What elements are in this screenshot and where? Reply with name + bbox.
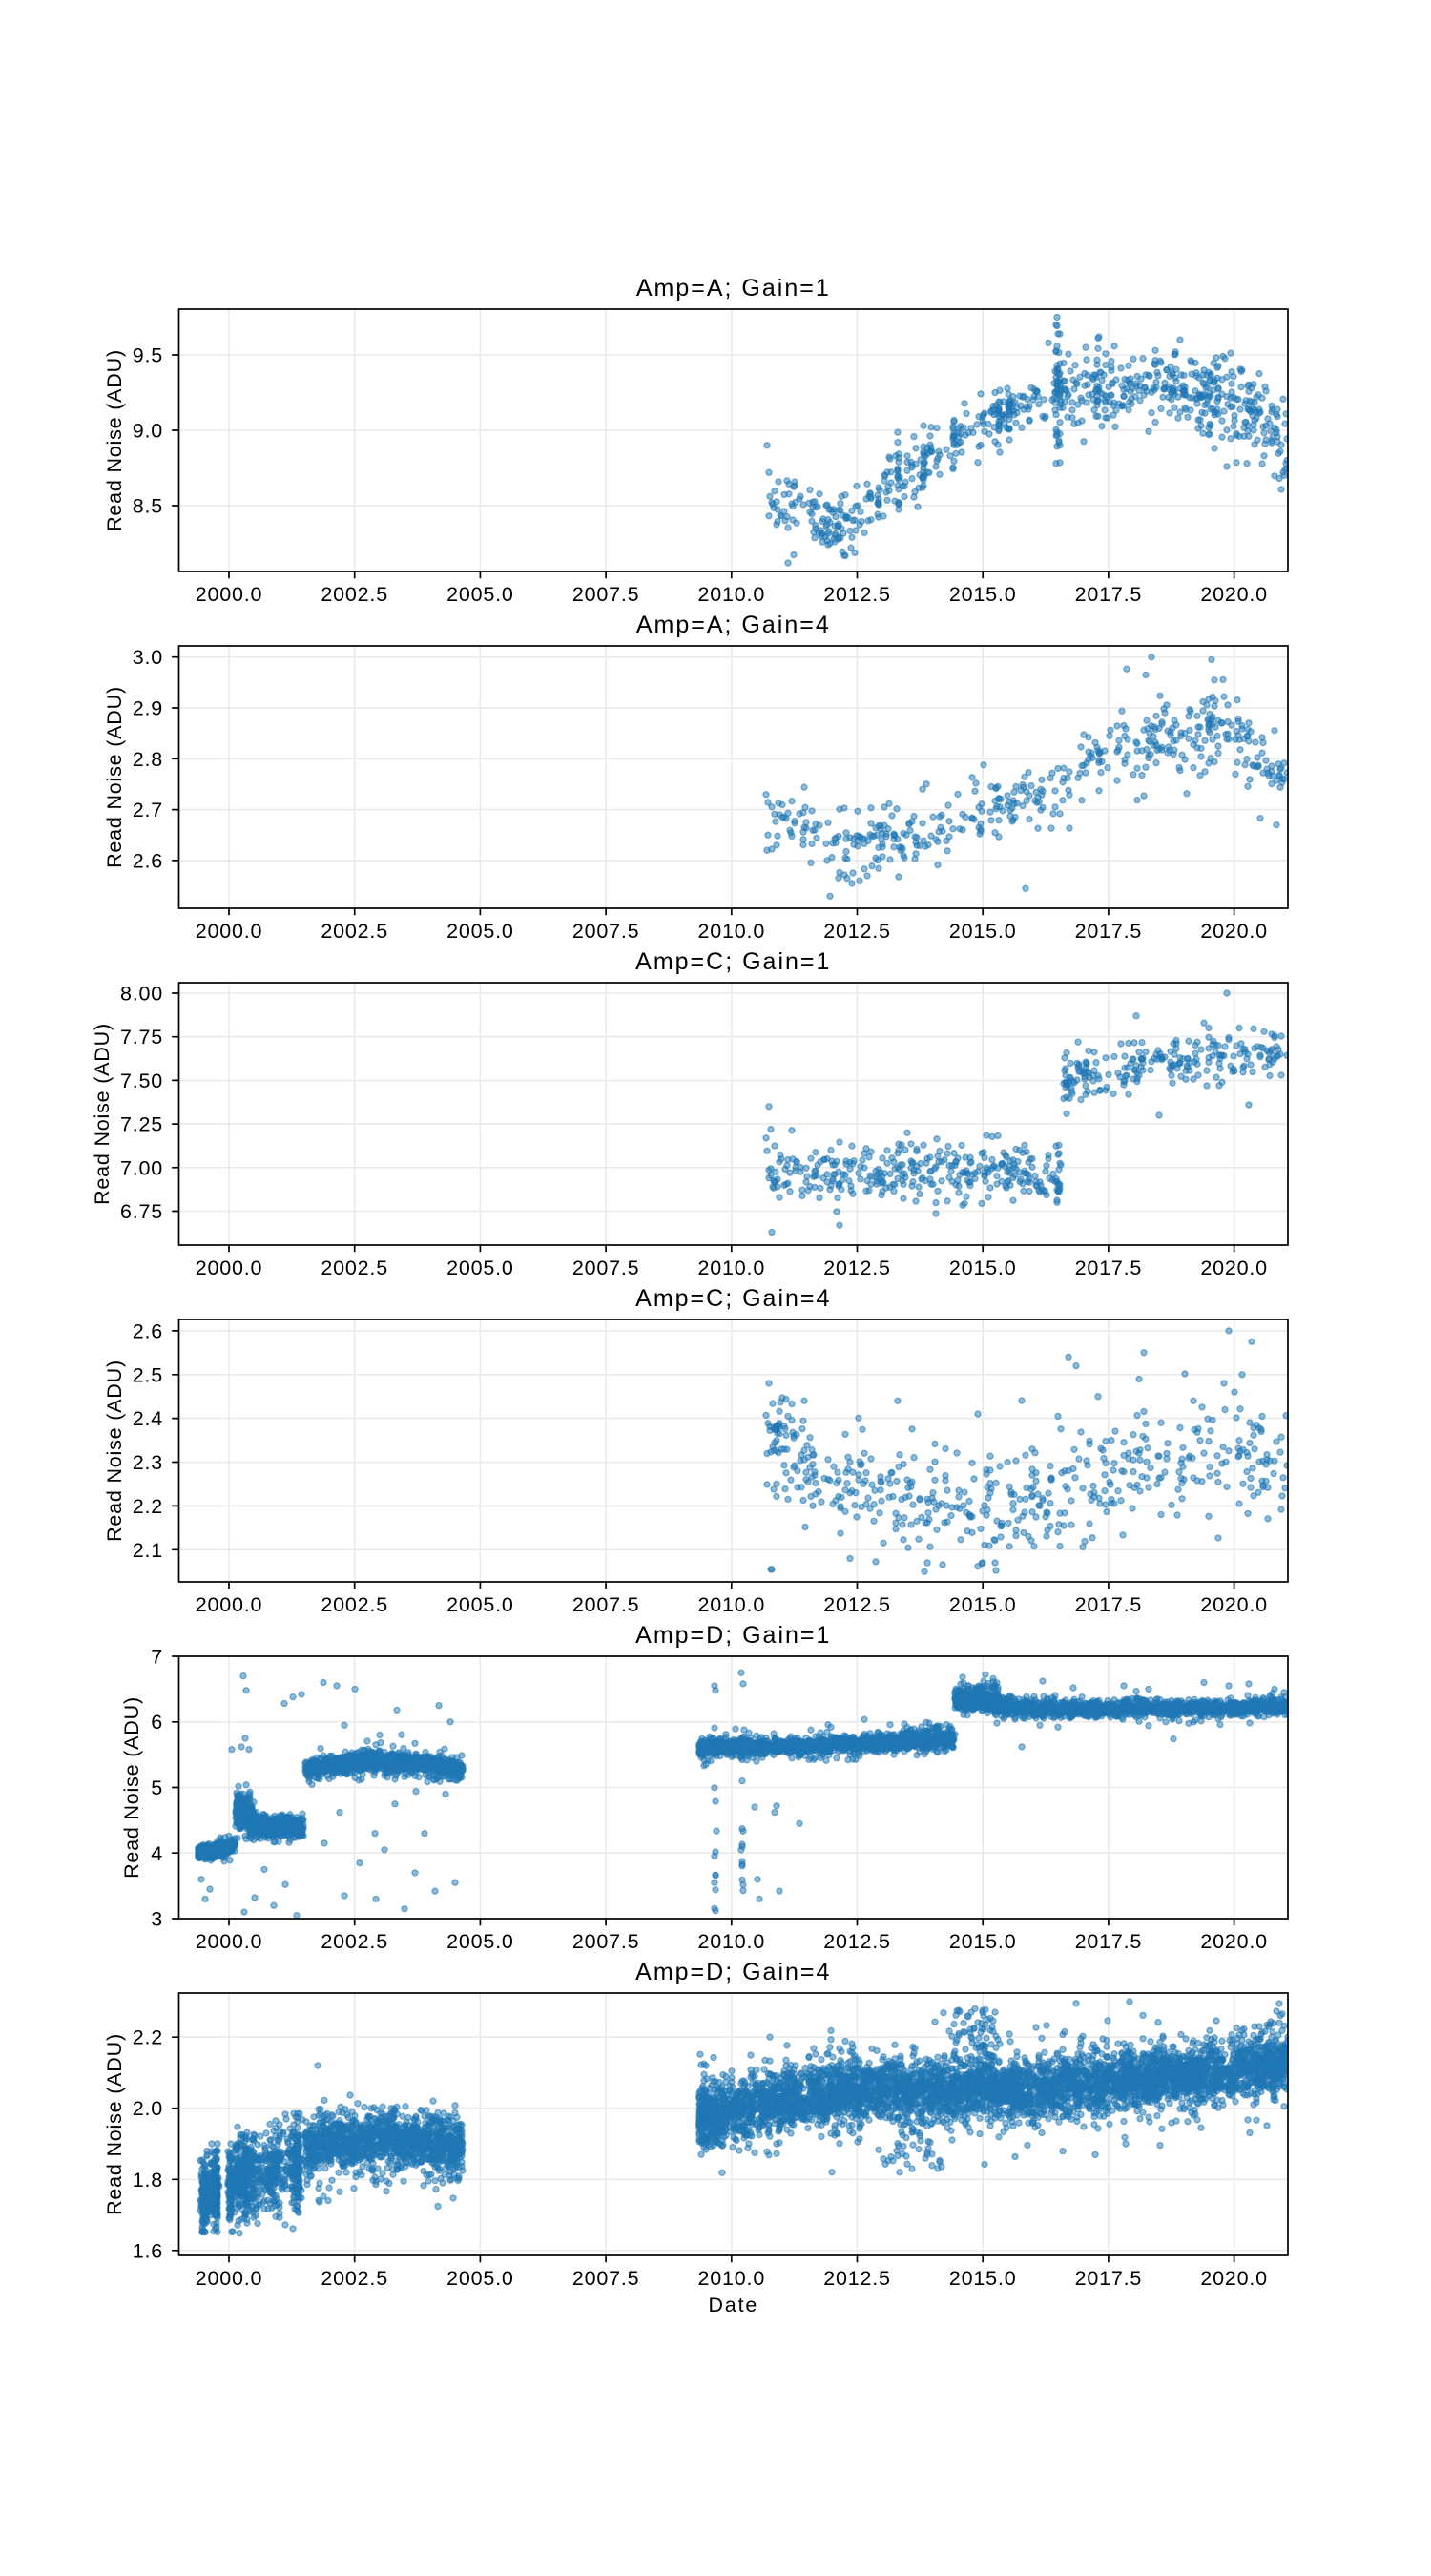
svg-text:Amp=C; Gain=1: Amp=C; Gain=1 [635, 948, 831, 975]
svg-text:2002.5: 2002.5 [321, 583, 388, 606]
svg-text:2002.5: 2002.5 [321, 920, 388, 943]
svg-text:2007.5: 2007.5 [572, 1257, 640, 1279]
svg-text:2005.0: 2005.0 [446, 1257, 514, 1279]
svg-text:7.50: 7.50 [120, 1070, 163, 1092]
svg-text:9.5: 9.5 [133, 344, 163, 367]
svg-text:2.6: 2.6 [133, 849, 163, 872]
svg-text:2010.0: 2010.0 [698, 583, 766, 606]
svg-text:2.6: 2.6 [133, 1319, 163, 1342]
svg-text:2002.5: 2002.5 [321, 1257, 388, 1279]
svg-text:7.25: 7.25 [120, 1113, 163, 1136]
svg-text:2010.0: 2010.0 [698, 920, 766, 943]
svg-text:2.5: 2.5 [133, 1363, 163, 1386]
svg-text:2012.5: 2012.5 [823, 583, 891, 606]
svg-text:2007.5: 2007.5 [572, 920, 640, 943]
svg-text:2010.0: 2010.0 [698, 1257, 766, 1279]
svg-text:Amp=C; Gain=4: Amp=C; Gain=4 [635, 1285, 831, 1312]
svg-text:2002.5: 2002.5 [321, 1593, 388, 1616]
svg-text:2.2: 2.2 [133, 1495, 163, 1518]
svg-text:2000.0: 2000.0 [196, 1257, 263, 1279]
svg-text:Amp=A; Gain=1: Amp=A; Gain=1 [636, 275, 831, 301]
svg-text:2000.0: 2000.0 [196, 920, 263, 943]
svg-text:2020.0: 2020.0 [1200, 1593, 1268, 1616]
svg-text:2.3: 2.3 [133, 1451, 163, 1474]
svg-text:2012.5: 2012.5 [823, 920, 891, 943]
svg-text:2000.0: 2000.0 [196, 1593, 263, 1616]
svg-text:2.9: 2.9 [133, 697, 163, 720]
svg-text:2012.5: 2012.5 [823, 1593, 891, 1616]
svg-text:2015.0: 2015.0 [949, 1593, 1017, 1616]
svg-text:2.7: 2.7 [133, 799, 163, 821]
svg-text:2.4: 2.4 [133, 1407, 163, 1430]
svg-text:2015.0: 2015.0 [949, 1257, 1017, 1279]
svg-text:3.0: 3.0 [133, 646, 163, 669]
svg-text:2010.0: 2010.0 [698, 1593, 766, 1616]
svg-text:2007.5: 2007.5 [572, 1593, 640, 1616]
svg-text:2007.5: 2007.5 [572, 583, 640, 606]
svg-text:2017.5: 2017.5 [1075, 920, 1143, 943]
svg-text:Read Noise (ADU): Read Noise (ADU) [91, 1023, 114, 1205]
svg-text:2020.0: 2020.0 [1200, 1257, 1268, 1279]
svg-text:2005.0: 2005.0 [446, 920, 514, 943]
svg-text:9.0: 9.0 [133, 420, 163, 443]
svg-text:2005.0: 2005.0 [446, 583, 514, 606]
svg-text:2020.0: 2020.0 [1200, 920, 1268, 943]
svg-text:2017.5: 2017.5 [1075, 1257, 1143, 1279]
svg-text:Read Noise (ADU): Read Noise (ADU) [103, 686, 126, 868]
svg-text:Read Noise (ADU): Read Noise (ADU) [103, 349, 126, 531]
svg-text:2000.0: 2000.0 [196, 583, 263, 606]
svg-text:2012.5: 2012.5 [823, 1257, 891, 1279]
svg-text:2.8: 2.8 [133, 748, 163, 771]
svg-text:2015.0: 2015.0 [949, 920, 1017, 943]
svg-text:6.75: 6.75 [120, 1200, 163, 1223]
svg-text:7.75: 7.75 [120, 1026, 163, 1049]
svg-text:Amp=A; Gain=4: Amp=A; Gain=4 [636, 612, 831, 638]
svg-text:2.1: 2.1 [133, 1539, 163, 1562]
svg-text:2017.5: 2017.5 [1075, 1593, 1143, 1616]
svg-text:2020.0: 2020.0 [1200, 583, 1268, 606]
svg-text:2005.0: 2005.0 [446, 1593, 514, 1616]
svg-text:8.00: 8.00 [120, 983, 163, 1006]
svg-text:2017.5: 2017.5 [1075, 583, 1143, 606]
svg-text:8.5: 8.5 [133, 495, 163, 518]
svg-text:7.00: 7.00 [120, 1156, 163, 1179]
svg-text:Read Noise (ADU): Read Noise (ADU) [103, 1360, 126, 1542]
svg-text:2015.0: 2015.0 [949, 583, 1017, 606]
